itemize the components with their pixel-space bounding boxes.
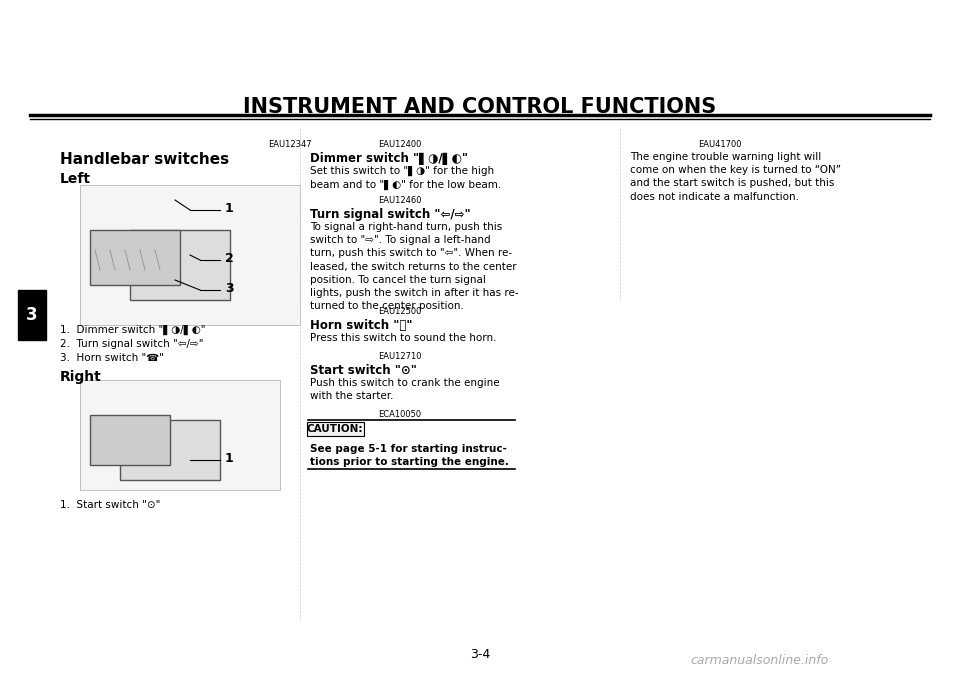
Text: Horn switch "📢": Horn switch "📢" (310, 319, 413, 332)
Text: 3.  Horn switch "☎": 3. Horn switch "☎" (60, 353, 164, 363)
Text: 2: 2 (225, 252, 233, 264)
FancyBboxPatch shape (18, 290, 46, 340)
Text: EAU12400: EAU12400 (378, 140, 421, 149)
Text: EAU12460: EAU12460 (378, 196, 421, 205)
Text: Dimmer switch "▌◑/▌◐": Dimmer switch "▌◑/▌◐" (310, 152, 468, 165)
Text: CAUTION:: CAUTION: (307, 424, 363, 434)
Text: 2.  Turn signal switch "⇦/⇨": 2. Turn signal switch "⇦/⇨" (60, 339, 204, 349)
Text: 3-4: 3-4 (469, 648, 491, 662)
Text: See page 5-1 for starting instruc-
tions prior to starting the engine.: See page 5-1 for starting instruc- tions… (310, 444, 509, 467)
Text: Left: Left (60, 172, 91, 186)
Bar (90, 230, 180, 285)
Text: ECA10050: ECA10050 (378, 410, 421, 419)
Text: 1.  Start switch "⊙": 1. Start switch "⊙" (60, 500, 160, 510)
Text: Press this switch to sound the horn.: Press this switch to sound the horn. (310, 333, 496, 343)
Bar (120, 420, 220, 480)
Bar (130, 230, 230, 300)
Text: The engine trouble warning light will
come on when the key is turned to “ON”
and: The engine trouble warning light will co… (630, 152, 841, 201)
Text: To signal a right-hand turn, push this
switch to "⇨". To signal a left-hand
turn: To signal a right-hand turn, push this s… (310, 222, 518, 311)
Text: 1: 1 (225, 201, 233, 214)
Text: Handlebar switches: Handlebar switches (60, 152, 229, 167)
Text: EAU12347: EAU12347 (268, 140, 312, 149)
Text: INSTRUMENT AND CONTROL FUNCTIONS: INSTRUMENT AND CONTROL FUNCTIONS (244, 97, 716, 117)
Text: 1: 1 (225, 452, 233, 464)
Text: 1.  Dimmer switch "▌◑/▌◐": 1. Dimmer switch "▌◑/▌◐" (60, 325, 205, 335)
Text: Set this switch to "▌◑" for the high
beam and to "▌◐" for the low beam.: Set this switch to "▌◑" for the high bea… (310, 166, 501, 190)
Text: EAU12500: EAU12500 (378, 307, 421, 316)
Text: Turn signal switch "⇦/⇨": Turn signal switch "⇦/⇨" (310, 208, 470, 221)
Text: Push this switch to crank the engine
with the starter.: Push this switch to crank the engine wit… (310, 378, 499, 401)
Text: 3: 3 (26, 306, 37, 324)
Text: Right: Right (60, 370, 102, 384)
Text: Start switch "⊙": Start switch "⊙" (310, 364, 417, 377)
Text: EAU41700: EAU41700 (698, 140, 742, 149)
Text: 3: 3 (225, 281, 233, 294)
Text: carmanualsonline.info: carmanualsonline.info (691, 654, 829, 666)
Bar (80, 380, 280, 490)
Bar (80, 185, 300, 325)
FancyBboxPatch shape (307, 422, 364, 436)
Text: EAU12710: EAU12710 (378, 352, 421, 361)
Bar (90, 415, 170, 465)
